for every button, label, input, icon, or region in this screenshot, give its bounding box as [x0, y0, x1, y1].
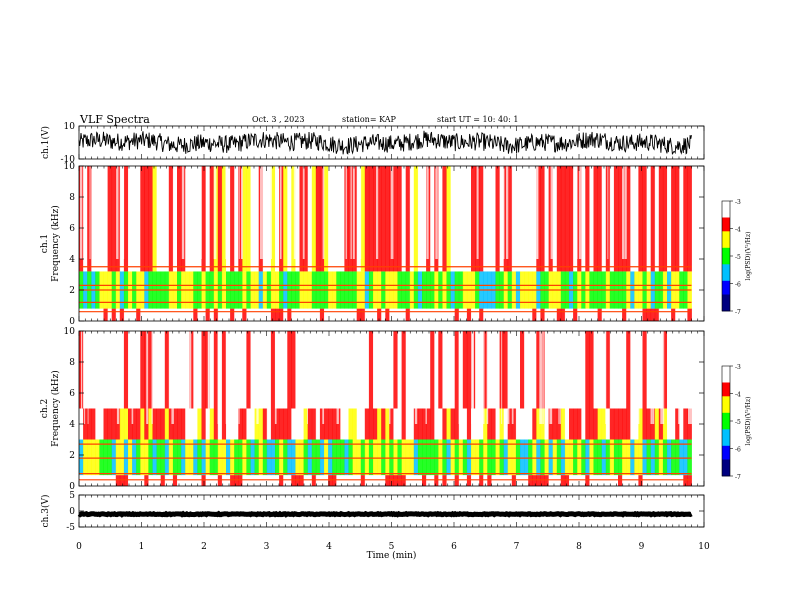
y-axis-label: ch.1(V)	[40, 126, 51, 159]
x-tick-label: 6	[451, 542, 457, 552]
x-ticks	[78, 166, 705, 321]
x-axis-label: Time (min)	[367, 550, 417, 561]
x-tick-label: 8	[576, 542, 582, 552]
x-tick-label: 7	[514, 542, 520, 552]
y-axis-label: Frequency (kHz)	[50, 370, 61, 447]
x-ticks	[78, 331, 705, 486]
figure-title: VLF Spectra	[80, 113, 150, 126]
colorbar-tick-label: -3	[735, 364, 741, 371]
x-axis: 0 1 2 3 4 5 6 7 8 9 10 Time (min)	[76, 542, 710, 561]
colorbar-tick-label: -4	[735, 227, 741, 234]
x-tick-label: 9	[639, 542, 645, 552]
colorbar-tick-label: -3	[735, 199, 741, 206]
spectrogram-streaks	[80, 166, 638, 259]
band-2	[79, 166, 692, 272]
band-3	[79, 331, 692, 409]
spectrogram-streaks	[81, 331, 692, 424]
y-tick-label: -10	[61, 155, 76, 165]
x-ticks	[78, 126, 705, 159]
colorbar-tick-label: -7	[735, 309, 741, 316]
date-label: Oct. 3 , 2023	[252, 115, 305, 124]
channel-label: ch.1	[40, 234, 50, 253]
x-tick-label: 2	[201, 542, 207, 552]
y-tick-label: 8	[69, 358, 75, 368]
y-tick-label: 10	[64, 327, 76, 337]
y-tick-label: 2	[69, 286, 75, 296]
band-0	[79, 308, 692, 321]
x-tick-label: 0	[76, 542, 82, 552]
ch2-spectrogram: 0 2 4 6 8 10 ch.2 Frequency (kHz) -3 -4 -5 -6 -7 log(…	[40, 327, 752, 492]
colorbar-tick-label: -6	[735, 282, 741, 289]
y-tick-label: 0	[69, 482, 75, 492]
colorbar-tick-label: -5	[735, 419, 741, 426]
y-tick-label: 6	[69, 389, 75, 399]
narrowband-lines	[79, 443, 692, 481]
colorbar-tick-label: -7	[735, 474, 741, 481]
colorbar: -3 -4 -5 -6 -7 log(PSD)(V²/Hz)	[721, 364, 752, 481]
colorbar: -3 -4 -5 -6 -7 log(PSD)(V²/Hz)	[721, 199, 752, 316]
y-tick-label: 2	[69, 451, 75, 461]
ch1-spectrogram: 0 2 4 6 8 10 ch.1 Frequency (kHz) -3 -4 -5 -6 -7 log(…	[40, 162, 752, 327]
band-2	[79, 408, 692, 440]
waveform-trace	[78, 130, 692, 155]
x-tick-label: 3	[264, 542, 270, 552]
band-1	[79, 439, 692, 476]
colorbar-tick-label: -6	[735, 447, 741, 454]
y-axis-label: Frequency (kHz)	[50, 205, 61, 282]
y-axis-label: ch.3(V)	[40, 495, 51, 528]
y-tick-label: 4	[69, 255, 75, 265]
colorbar-label: log(PSD)(V²/Hz)	[745, 232, 752, 281]
x-tick-label: 5	[389, 542, 395, 552]
start-time-label: start UT = 10: 40: 1	[437, 115, 519, 124]
y-tick-label: 4	[69, 420, 75, 430]
channel-label: ch.2	[40, 399, 50, 418]
x-tick-label: 1	[139, 542, 145, 552]
y-tick-label: 8	[69, 193, 75, 203]
band-0	[79, 475, 692, 486]
colorbar-label: log(PSD)(V²/Hz)	[745, 397, 752, 446]
x-tick-label: 4	[326, 542, 332, 552]
y-tick-label: 6	[69, 224, 75, 234]
colorbar-tick-label: -4	[735, 392, 741, 399]
y-tick-label: -5	[66, 523, 75, 533]
ch1-waveform: 10 -10 ch.1(V)	[40, 122, 705, 165]
waveform-trace	[77, 510, 693, 518]
y-tick-label: 10	[64, 162, 76, 172]
y-tick-label: 5	[69, 491, 75, 501]
x-ticks	[78, 495, 705, 527]
narrowband-lines	[79, 266, 692, 313]
station-label: station= KAP	[342, 115, 396, 124]
y-tick-label: 0	[69, 317, 75, 327]
y-tick-label: 10	[64, 122, 76, 132]
colorbar-tick-label: -5	[735, 254, 741, 261]
y-tick-label: 0	[69, 507, 75, 517]
ch3-waveform: 5 0 -5 ch.3(V)	[40, 491, 705, 533]
x-tick-label: 10	[698, 542, 710, 552]
